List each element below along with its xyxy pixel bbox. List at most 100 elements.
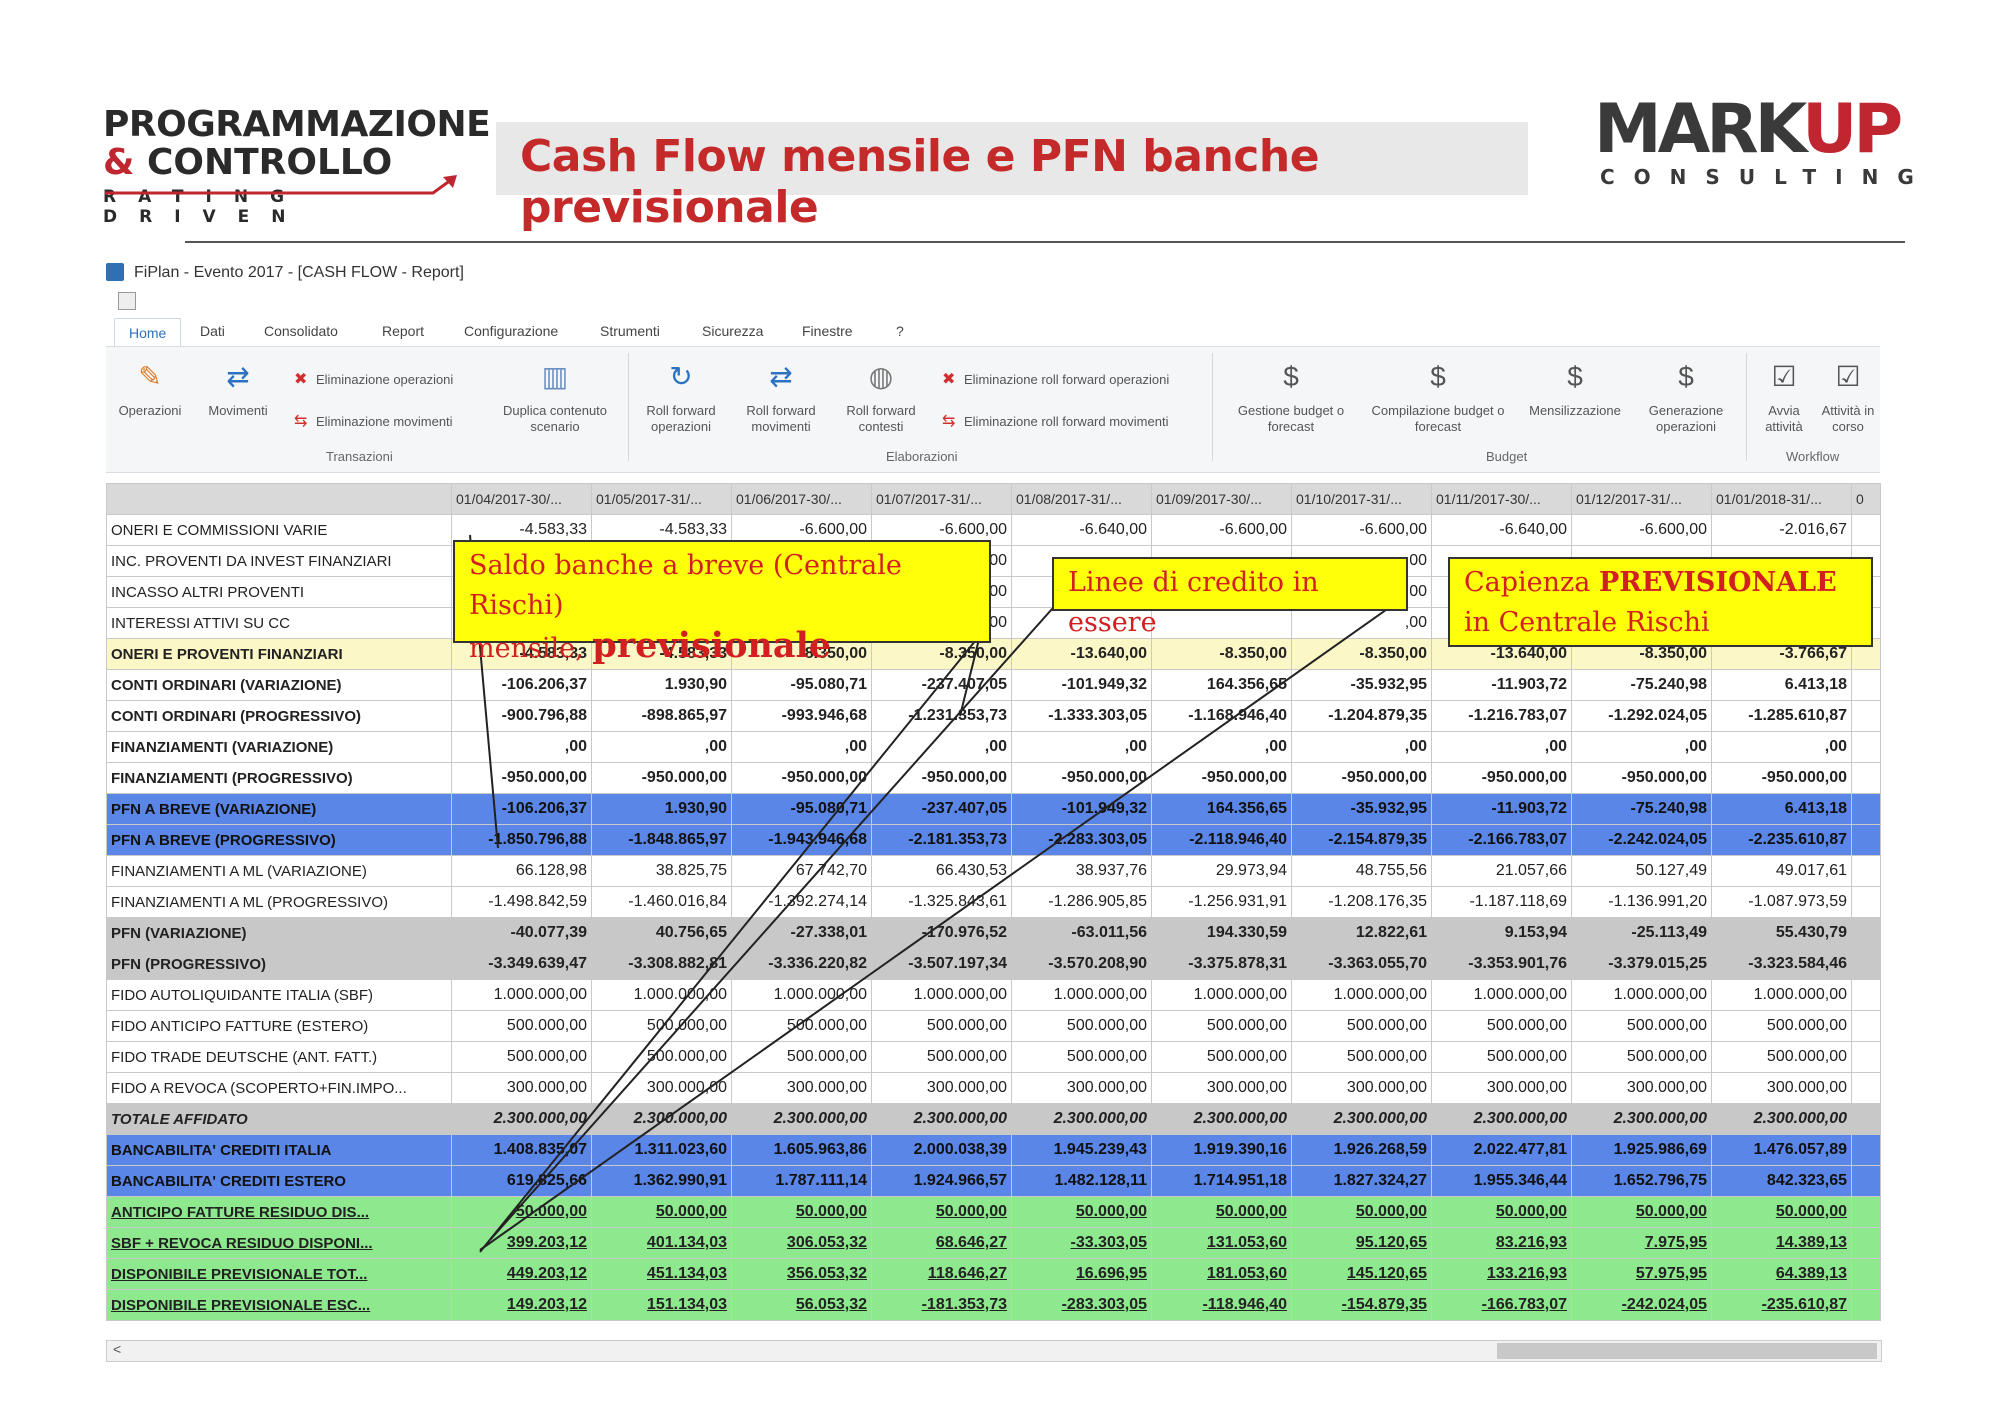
table-cell[interactable]: -3.336.220,82 xyxy=(731,948,872,980)
table-cell[interactable]: -3.323.584,46 xyxy=(1711,948,1852,980)
table-cell[interactable] xyxy=(1851,917,1881,949)
table-cell[interactable] xyxy=(1851,514,1881,546)
table-cell[interactable]: -11.903,72 xyxy=(1431,793,1572,825)
table-cell[interactable]: -101.949,32 xyxy=(1011,793,1152,825)
table-cell[interactable] xyxy=(1851,731,1881,763)
table-row[interactable]: DISPONIBILE PREVISIONALE TOT... 449.203,1… xyxy=(106,1258,1881,1290)
table-cell[interactable]: -6.600,00 xyxy=(1151,514,1292,546)
table-cell[interactable] xyxy=(1851,1103,1881,1135)
row-label[interactable]: FIDO ANTICIPO FATTURE (ESTERO) xyxy=(106,1010,452,1042)
row-label[interactable]: ANTICIPO FATTURE RESIDUO DIS... xyxy=(106,1196,452,1228)
movimenti-button[interactable]: ⇄ Movimenti xyxy=(198,357,278,419)
roll-forward-movimenti-button[interactable]: ⇄ Roll forward movimenti xyxy=(736,357,826,435)
table-cell[interactable]: 500.000,00 xyxy=(1011,1010,1152,1042)
table-cell[interactable]: -2.181.353,73 xyxy=(871,824,1012,856)
table-cell[interactable]: -33.303,05 xyxy=(1011,1227,1152,1259)
table-cell[interactable]: 1.000.000,00 xyxy=(1291,979,1432,1011)
table-cell[interactable]: -1.216.783,07 xyxy=(1431,700,1572,732)
table-cell[interactable]: -166.783,07 xyxy=(1431,1289,1572,1321)
table-cell[interactable]: -283.303,05 xyxy=(1011,1289,1152,1321)
row-label[interactable]: SBF + REVOCA RESIDUO DISPONI... xyxy=(106,1227,452,1259)
tab-strumenti[interactable]: Strumenti xyxy=(600,323,660,339)
table-cell[interactable]: 500.000,00 xyxy=(731,1041,872,1073)
table-cell[interactable]: 66.128,98 xyxy=(451,855,592,887)
table-cell[interactable]: 2.022.477,81 xyxy=(1431,1134,1572,1166)
table-cell[interactable]: -1.285.610,87 xyxy=(1711,700,1852,732)
table-cell[interactable]: 145.120,65 xyxy=(1291,1258,1432,1290)
table-cell[interactable]: 57.975,95 xyxy=(1571,1258,1712,1290)
table-cell[interactable]: -3.363.055,70 xyxy=(1291,948,1432,980)
eliminazione-rf-movimenti-button[interactable]: ⇆ Eliminazione roll forward movimenti xyxy=(942,411,1168,431)
table-cell[interactable]: -118.946,40 xyxy=(1151,1289,1292,1321)
table-cell[interactable]: -1.943.946,68 xyxy=(731,824,872,856)
table-cell[interactable]: 1.000.000,00 xyxy=(1711,979,1852,1011)
table-cell[interactable]: 500.000,00 xyxy=(451,1010,592,1042)
table-cell[interactable]: -2.166.783,07 xyxy=(1431,824,1572,856)
row-label[interactable]: FINANZIAMENTI A ML (PROGRESSIVO) xyxy=(106,886,452,918)
table-row[interactable]: FINANZIAMENTI (PROGRESSIVO) -950.000,00 -9… xyxy=(106,762,1881,794)
table-cell[interactable]: 50.000,00 xyxy=(1571,1196,1712,1228)
table-row[interactable]: FINANZIAMENTI (VARIAZIONE) ,00,00,00,00,0… xyxy=(106,731,1881,763)
column-header[interactable]: 01/09/2017-30/... xyxy=(1151,483,1292,515)
table-cell[interactable] xyxy=(1851,793,1881,825)
table-cell[interactable]: 500.000,00 xyxy=(871,1010,1012,1042)
table-cell[interactable]: -75.240,98 xyxy=(1571,793,1712,825)
table-cell[interactable]: 7.975,95 xyxy=(1571,1227,1712,1259)
row-label[interactable]: FIDO A REVOCA (SCOPERTO+FIN.IMPO... xyxy=(106,1072,452,1104)
attivita-in-corso-button[interactable]: ☑ Attività in corso xyxy=(1818,357,1878,435)
table-cell[interactable] xyxy=(1851,669,1881,701)
table-cell[interactable]: 64.389,13 xyxy=(1711,1258,1852,1290)
tab-help[interactable]: ? xyxy=(896,323,904,339)
table-cell[interactable]: 1.930,90 xyxy=(591,669,732,701)
table-cell[interactable]: 68.646,27 xyxy=(871,1227,1012,1259)
table-cell[interactable] xyxy=(1851,1227,1881,1259)
column-header[interactable]: 01/11/2017-30/... xyxy=(1431,483,1572,515)
table-cell[interactable]: -101.949,32 xyxy=(1011,669,1152,701)
column-header[interactable]: 01/04/2017-30/... xyxy=(451,483,592,515)
table-cell[interactable]: 1.000.000,00 xyxy=(731,979,872,1011)
table-cell[interactable]: -13.640,00 xyxy=(1011,638,1152,670)
table-cell[interactable]: 1.000.000,00 xyxy=(871,979,1012,1011)
table-cell[interactable]: -3.349.639,47 xyxy=(451,948,592,980)
table-row[interactable]: PFN A BREVE (VARIAZIONE) -106.206,37 1.930… xyxy=(106,793,1881,825)
table-row[interactable]: FINANZIAMENTI A ML (VARIAZIONE) 66.128,98… xyxy=(106,855,1881,887)
table-cell[interactable]: -235.610,87 xyxy=(1711,1289,1852,1321)
horizontal-scrollbar[interactable]: < xyxy=(106,1340,1882,1362)
generazione-operazioni-button[interactable]: $ Generazione operazioni xyxy=(1636,357,1736,435)
row-label[interactable]: PFN A BREVE (VARIAZIONE) xyxy=(106,793,452,825)
scrollbar-thumb[interactable] xyxy=(1497,1343,1877,1359)
table-cell[interactable]: -950.000,00 xyxy=(1571,762,1712,794)
roll-forward-operazioni-button[interactable]: ↻ Roll forward operazioni xyxy=(636,357,726,435)
table-cell[interactable]: ,00 xyxy=(591,731,732,763)
table-cell[interactable]: -2.242.024,05 xyxy=(1571,824,1712,856)
table-cell[interactable]: 1.945.239,43 xyxy=(1011,1134,1152,1166)
table-cell[interactable]: -237.407,05 xyxy=(871,669,1012,701)
table-cell[interactable]: 131.053,60 xyxy=(1151,1227,1292,1259)
table-cell[interactable]: 1.652.796,75 xyxy=(1571,1165,1712,1197)
table-cell[interactable]: 300.000,00 xyxy=(1291,1072,1432,1104)
table-cell[interactable]: 151.134,03 xyxy=(591,1289,732,1321)
table-cell[interactable]: -11.903,72 xyxy=(1431,669,1572,701)
row-label[interactable]: FIDO TRADE DEUTSCHE (ANT. FATT.) xyxy=(106,1041,452,1073)
table-cell[interactable]: -950.000,00 xyxy=(1011,762,1152,794)
table-cell[interactable]: 2.300.000,00 xyxy=(871,1103,1012,1135)
table-cell[interactable]: 1.924.966,57 xyxy=(871,1165,1012,1197)
table-cell[interactable]: 619.825,66 xyxy=(451,1165,592,1197)
table-cell[interactable]: 2.300.000,00 xyxy=(591,1103,732,1135)
table-cell[interactable]: ,00 xyxy=(1291,607,1432,639)
table-cell[interactable]: -63.011,56 xyxy=(1011,917,1152,949)
table-cell[interactable] xyxy=(1851,1134,1881,1166)
table-cell[interactable]: -6.600,00 xyxy=(1291,514,1432,546)
table-cell[interactable]: 2.000.038,39 xyxy=(871,1134,1012,1166)
table-cell[interactable]: 2.300.000,00 xyxy=(731,1103,872,1135)
table-cell[interactable] xyxy=(1851,855,1881,887)
table-cell[interactable]: 449.203,12 xyxy=(451,1258,592,1290)
table-cell[interactable]: ,00 xyxy=(1291,731,1432,763)
table-cell[interactable]: 67.742,70 xyxy=(731,855,872,887)
row-label[interactable]: PFN (VARIAZIONE) xyxy=(106,917,452,949)
table-cell[interactable]: 356.053,32 xyxy=(731,1258,872,1290)
table-cell[interactable]: 2.300.000,00 xyxy=(1431,1103,1572,1135)
column-header[interactable]: 01/05/2017-31/... xyxy=(591,483,732,515)
table-cell[interactable]: 29.973,94 xyxy=(1151,855,1292,887)
table-row[interactable]: FIDO A REVOCA (SCOPERTO+FIN.IMPO... 300.0… xyxy=(106,1072,1881,1104)
